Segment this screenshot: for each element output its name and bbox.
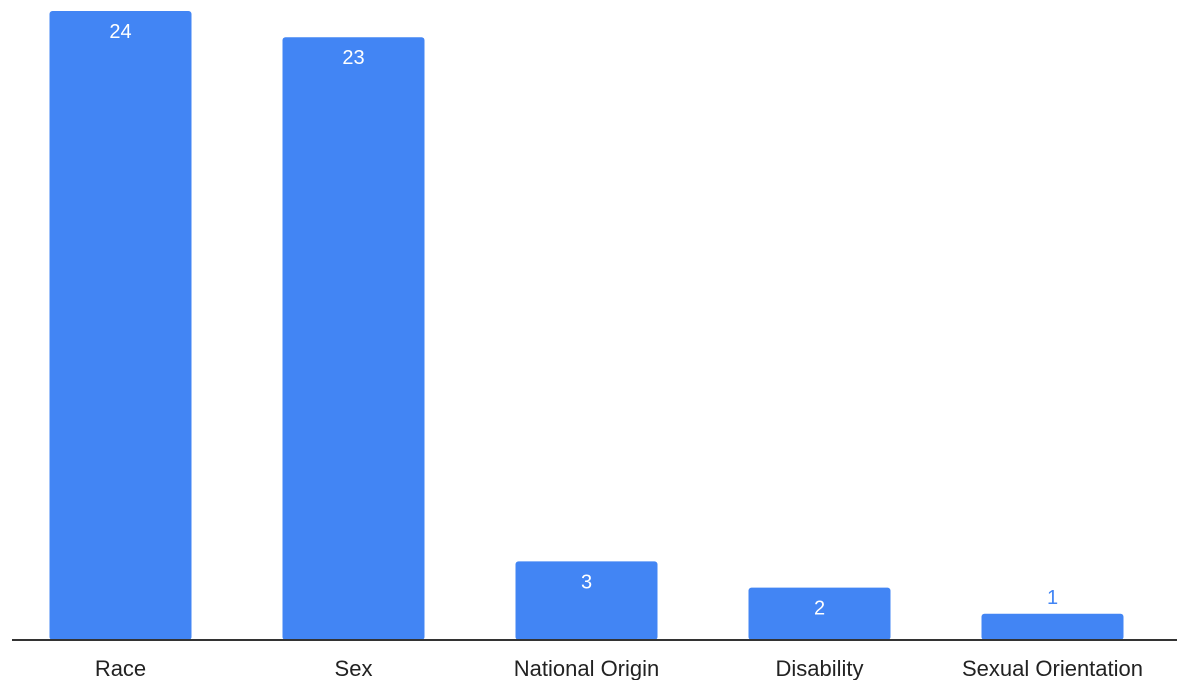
- value-label: 2: [814, 598, 825, 620]
- category-label: National Origin: [514, 656, 660, 680]
- bars-group: [49, 11, 1124, 641]
- bar-sex: [282, 37, 425, 641]
- category-label: Sexual Orientation: [962, 656, 1143, 680]
- value-label: 3: [581, 571, 592, 593]
- bar-sexual-orientation: [981, 613, 1124, 640]
- category-labels-group: Race Sex National Origin Disability Sexual O…: [95, 656, 1143, 680]
- bar-disability: [748, 587, 891, 640]
- value-labels-group: 24 23 3 2 1: [109, 21, 1058, 620]
- bar-national-origin: [515, 561, 658, 640]
- category-label: Race: [95, 656, 146, 680]
- category-label: Disability: [775, 656, 863, 680]
- bar-race: [49, 11, 192, 640]
- value-label: 24: [109, 21, 131, 43]
- value-label: 23: [342, 47, 364, 69]
- category-label: Sex: [335, 656, 373, 680]
- value-label: 1: [1047, 587, 1058, 609]
